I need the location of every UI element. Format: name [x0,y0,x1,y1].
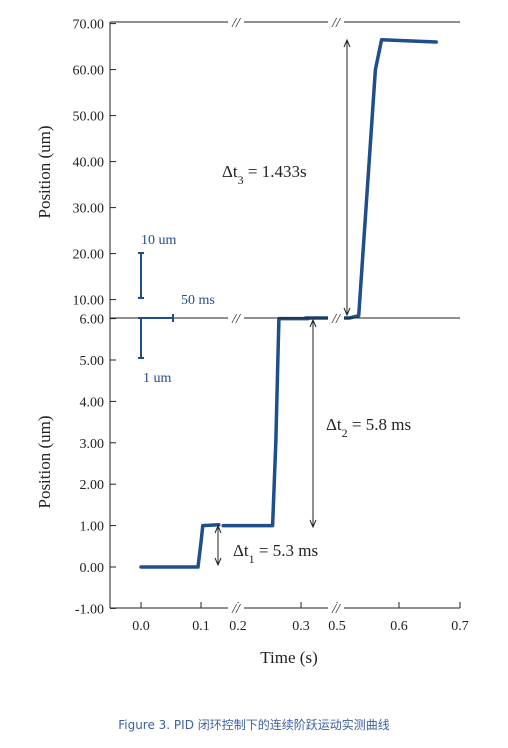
delta-t3-label: Δt3 = 1.433s [222,162,307,187]
delta-symbol: Δt [233,541,249,560]
dt1-arrow-head-top [214,524,222,534]
y-tick-label-bottom: 3.00 [80,437,105,452]
delta-t2-label: Δt2 = 5.8 ms [326,415,411,440]
axes: Position (um) Position (um) Time (s) [35,21,460,667]
axis-break-gap [328,17,344,27]
series-line-bottom [139,523,221,569]
axis-break-mark: // [231,16,241,31]
dt3-arrow-head-bottom [343,307,351,317]
ticks: 10.0020.0030.0040.0050.0060.0070.00-1.00… [73,18,469,634]
delta-value: = 5.8 ms [348,415,411,434]
x-tick-label: 0.5 [328,619,346,634]
dt2-arrow-head-bottom [309,519,317,529]
axis-break-gap [228,603,244,613]
x-tick-label: 0.6 [390,619,408,634]
axis-break-mark: // [331,312,341,327]
x-tick-label: 0.1 [192,619,210,634]
series-line-top [303,37,438,320]
axis-break-mark: // [331,16,341,31]
y-tick-label-bottom: 1.00 [80,520,105,535]
x-tick-label: 0.2 [229,619,247,634]
delta-subscript: 1 [249,552,255,566]
x-tick-label: 0.0 [132,619,150,634]
y-tick-label-bottom: 5.00 [80,354,105,369]
dt1-arrow-head-bottom [214,557,222,567]
y-tick-label-top: 10.00 [73,294,105,309]
y-tick-label-top: 40.00 [73,156,105,171]
y-tick-label-bottom: -1.00 [75,602,104,617]
x-tick-label: 0.7 [451,619,469,634]
delta-t1-label: Δt1 = 5.3 ms [233,541,318,566]
y-tick-label-top: 70.00 [73,18,105,33]
y-tick-label-top: 20.00 [73,248,105,263]
y-tick-label-bottom: 6.00 [80,313,105,328]
delta-subscript: 3 [238,173,244,187]
scalebar-label-top: 10 um [141,233,177,248]
y-tick-label-top: 30.00 [73,202,105,217]
y-tick-label-bottom: 0.00 [80,561,105,576]
x-tick-label: 0.3 [292,619,310,634]
axis-break-gap [228,313,244,323]
axis-break-gap [228,17,244,27]
scale-bar: 10 um 50 ms 1 um [138,233,215,386]
y-axis-title-top: Position (um) [35,125,54,218]
y-tick-label-bottom: 4.00 [80,395,105,410]
axis-break-mark: // [331,602,341,617]
y-tick-label-top: 60.00 [73,64,105,79]
y-tick-label-bottom: 2.00 [80,478,105,493]
axis-break-mark: // [231,602,241,617]
figure-caption: Figure 3. PID 闭环控制下的连续阶跃运动实测曲线 [118,718,390,732]
axis-breaks: // // // // // // [228,16,344,617]
delta-subscript: 2 [342,426,348,440]
delta-symbol: Δt [326,415,342,434]
series-line-bottom [221,316,310,528]
x-axis-title: Time (s) [260,648,317,667]
delta-value: = 5.3 ms [255,541,318,560]
dt3-arrow-head-top [343,38,351,48]
axis-break-gap [328,313,344,323]
delta-symbol: Δt [222,162,238,181]
axis-break-mark: // [231,312,241,327]
delta-value: = 1.433s [244,162,307,181]
y-tick-label-top: 50.00 [73,110,105,125]
axis-break-gap [328,603,344,613]
scalebar-label-bottom: 1 um [143,371,172,386]
y-axis-title-bottom: Position (um) [35,415,54,508]
scalebar-label-horizontal: 50 ms [181,293,215,308]
dt2-arrow-head-top [309,318,317,328]
